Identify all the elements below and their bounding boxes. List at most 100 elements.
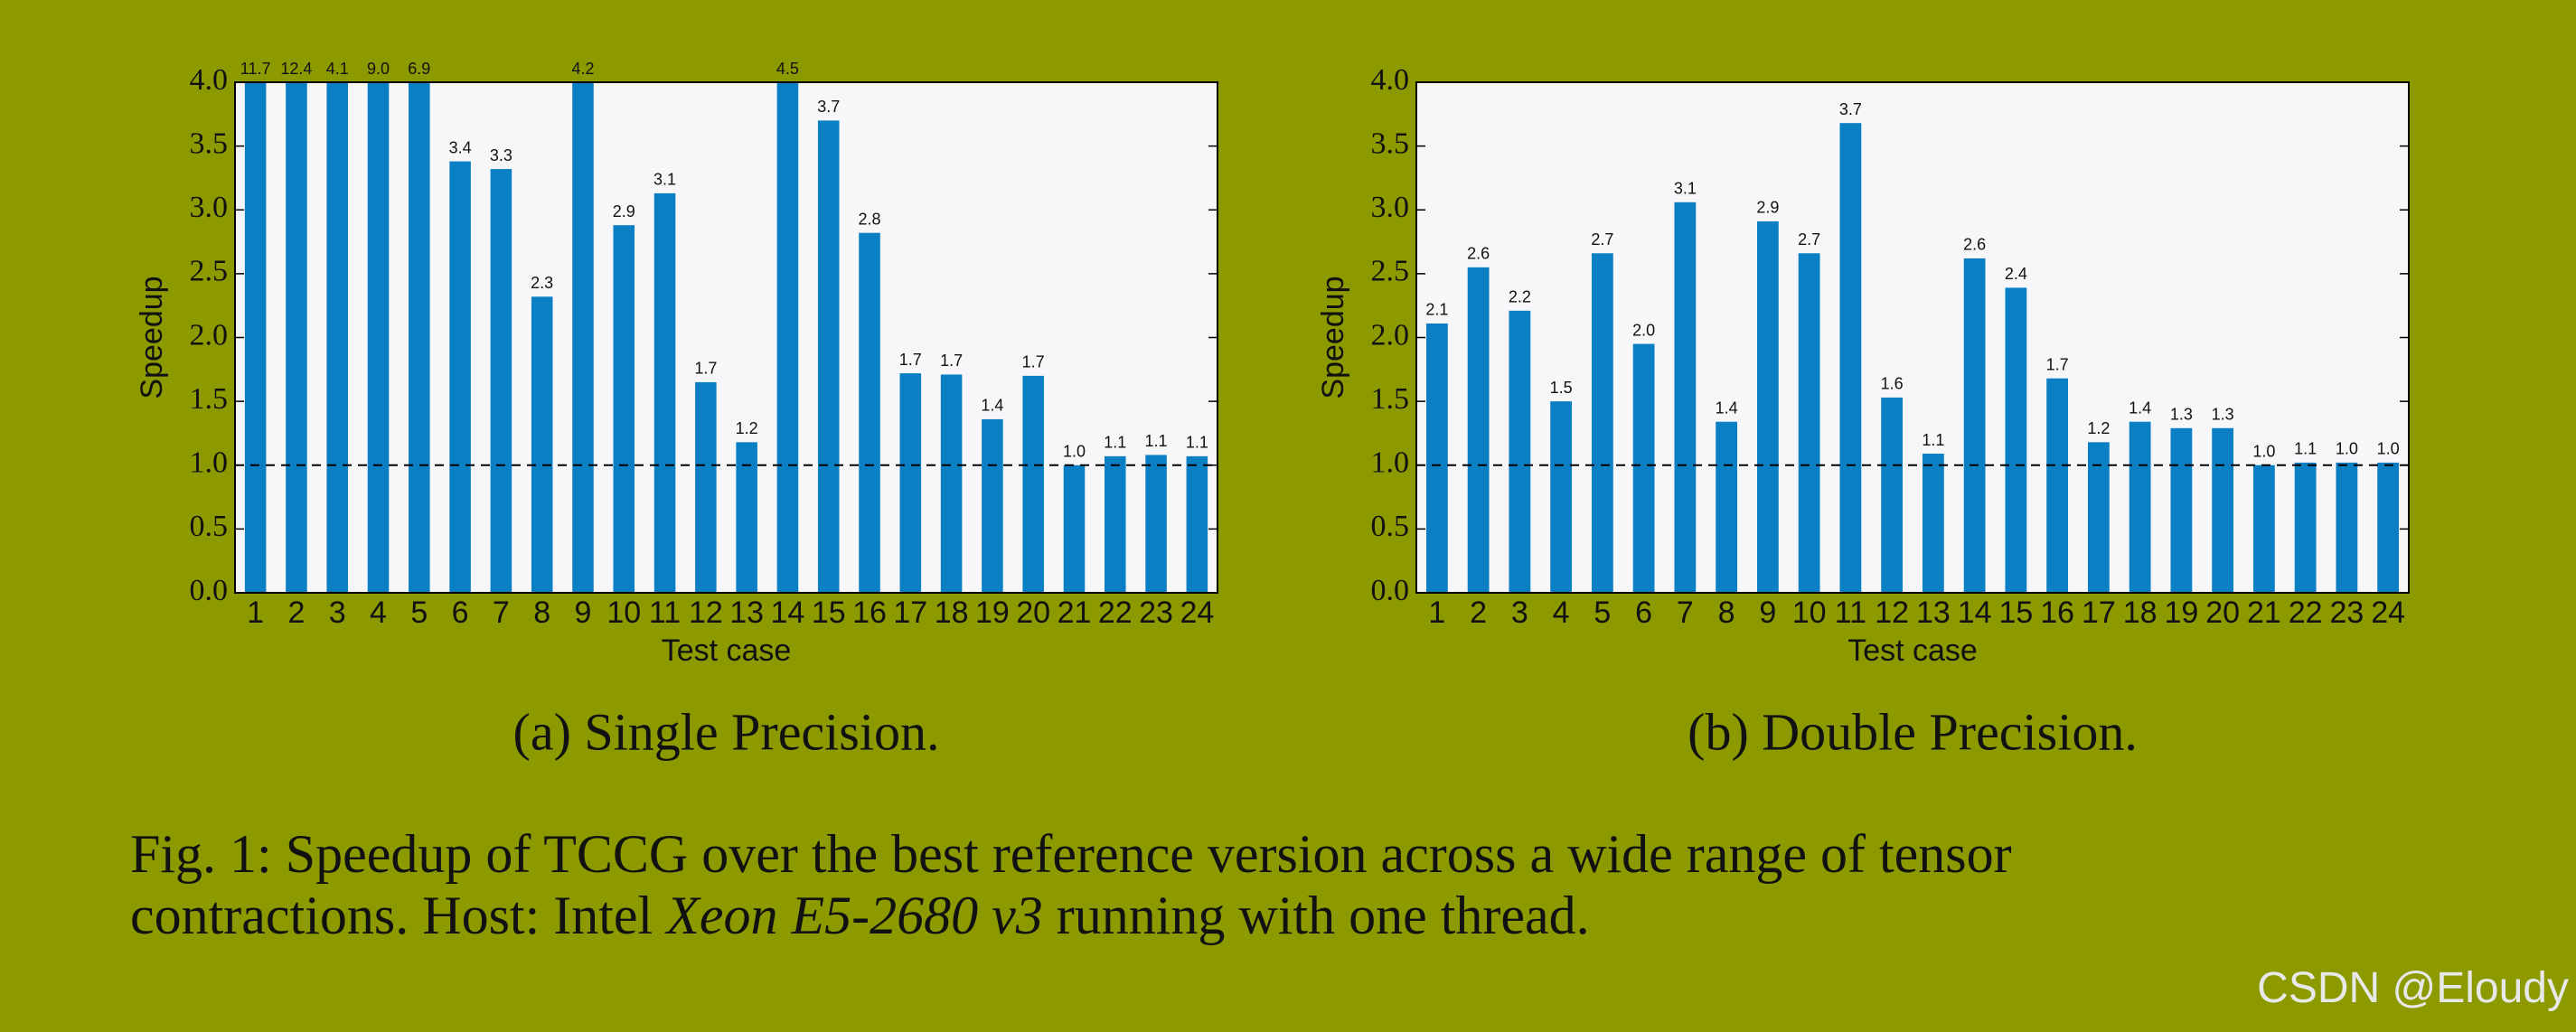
subcaption: (b) Double Precision.	[1688, 702, 2138, 761]
bar	[982, 418, 1003, 593]
x-tick-label: 20	[1016, 596, 1050, 630]
y-tick-label: 2.5	[190, 255, 229, 288]
bar	[1591, 253, 1613, 593]
x-tick-label: 8	[1718, 596, 1735, 630]
x-tick-label: 16	[852, 596, 887, 630]
y-tick-label: 1.0	[190, 446, 229, 480]
bar	[572, 82, 594, 593]
bars	[1425, 123, 2400, 593]
value-label: 4.2	[571, 60, 594, 78]
bar	[1674, 202, 1697, 593]
bar	[1022, 375, 1044, 593]
value-label: 2.2	[1509, 288, 1531, 306]
x-tick-label: 14	[771, 596, 805, 630]
x-tick-label: 22	[1098, 596, 1133, 630]
bar	[449, 161, 471, 593]
value-label: 1.4	[981, 397, 1003, 415]
x-tick-label: 19	[975, 596, 1010, 630]
y-tick-label: 1.5	[1371, 382, 1410, 416]
x-tick-label: 10	[606, 596, 641, 630]
bar	[1145, 455, 1167, 593]
value-label: 2.6	[1467, 245, 1490, 263]
y-tick-label: 2.5	[1371, 255, 1410, 288]
value-label: 1.3	[2212, 406, 2234, 424]
value-label: 1.1	[2294, 440, 2317, 458]
bar	[1063, 464, 1086, 593]
value-label: 4.1	[326, 60, 349, 78]
x-tick-label: 19	[2164, 596, 2198, 630]
bar	[2377, 462, 2400, 593]
x-tick-label: 13	[729, 596, 764, 630]
bar	[613, 225, 635, 593]
x-tick-label: 14	[1958, 596, 1992, 630]
value-label: 2.3	[531, 274, 553, 292]
watermark: CSDN @Eloudy	[2257, 964, 2569, 1012]
value-label: 4.5	[776, 60, 799, 78]
bar	[940, 374, 963, 593]
y-tick-label: 0.5	[190, 510, 229, 543]
value-label: 3.3	[490, 146, 512, 164]
x-tick-label: 10	[1792, 596, 1827, 630]
value-label: 1.1	[1186, 434, 1208, 452]
value-label: 2.4	[2005, 265, 2027, 283]
x-tick-label: 15	[812, 596, 846, 630]
value-label: 2.7	[1591, 230, 1613, 249]
bar	[1881, 397, 1904, 593]
value-label: 2.1	[1425, 301, 1448, 319]
x-tick-label: 2	[287, 596, 305, 630]
bar	[2212, 427, 2234, 593]
value-label: 1.5	[1550, 379, 1573, 397]
x-tick-label: 18	[935, 596, 969, 630]
value-label: 1.0	[2377, 440, 2400, 458]
plot-frame	[234, 81, 1218, 594]
x-tick-label: 7	[1677, 596, 1694, 630]
y-tick-label: 1.0	[1371, 446, 1410, 480]
value-label: 1.2	[736, 419, 758, 437]
bar	[736, 442, 757, 593]
x-tick-label: 20	[2205, 596, 2240, 630]
value-label: 3.4	[449, 138, 472, 156]
value-label: 2.9	[1756, 199, 1779, 217]
value-label: 3.1	[653, 171, 676, 189]
y-tick-label: 2.0	[1371, 318, 1410, 352]
value-label: 1.7	[2046, 355, 2069, 373]
x-tick-label: 3	[1511, 596, 1528, 630]
x-tick-label: 23	[2329, 596, 2364, 630]
y-tick-label: 3.5	[1371, 127, 1410, 160]
x-tick-label: 24	[2371, 596, 2405, 630]
x-tick-label: 5	[1594, 596, 1611, 630]
caption-text: running with one thread.	[1042, 886, 1590, 945]
y-tick-label: 4.0	[1371, 63, 1410, 97]
x-tick-label: 9	[575, 596, 592, 630]
bar	[817, 120, 840, 593]
x-tick-label: 22	[2289, 596, 2323, 630]
value-label: 1.3	[2170, 406, 2193, 424]
value-label: 1.7	[899, 351, 922, 369]
value-label: 1.7	[940, 352, 963, 370]
bar	[1186, 455, 1208, 593]
bar	[2046, 378, 2069, 593]
y-tick-label: 0.0	[190, 574, 229, 607]
bar	[326, 82, 349, 593]
y-tick-label: 3.5	[190, 127, 229, 160]
value-label: 1.6	[1881, 375, 1904, 393]
bar	[490, 169, 512, 593]
value-label: 2.0	[1632, 321, 1655, 339]
y-tick-label: 3.0	[190, 191, 229, 224]
x-tick-label: 12	[689, 596, 723, 630]
value-label: 1.4	[1716, 399, 1738, 417]
y-tick-label: 1.5	[190, 382, 229, 416]
value-label: 3.7	[1839, 100, 1862, 118]
value-label: 1.7	[1022, 353, 1045, 371]
x-tick-label: 1	[247, 596, 264, 630]
figure-caption-line: contractions. Host: Intel Xeon E5-2680 v…	[130, 888, 1590, 943]
x-tick-label: 13	[1916, 596, 1951, 630]
bar	[2087, 442, 2110, 593]
value-label: 2.8	[859, 210, 881, 228]
bar	[2336, 462, 2358, 593]
bar	[1509, 310, 1531, 593]
x-tick-label: 4	[1553, 596, 1570, 630]
bar	[776, 82, 799, 593]
